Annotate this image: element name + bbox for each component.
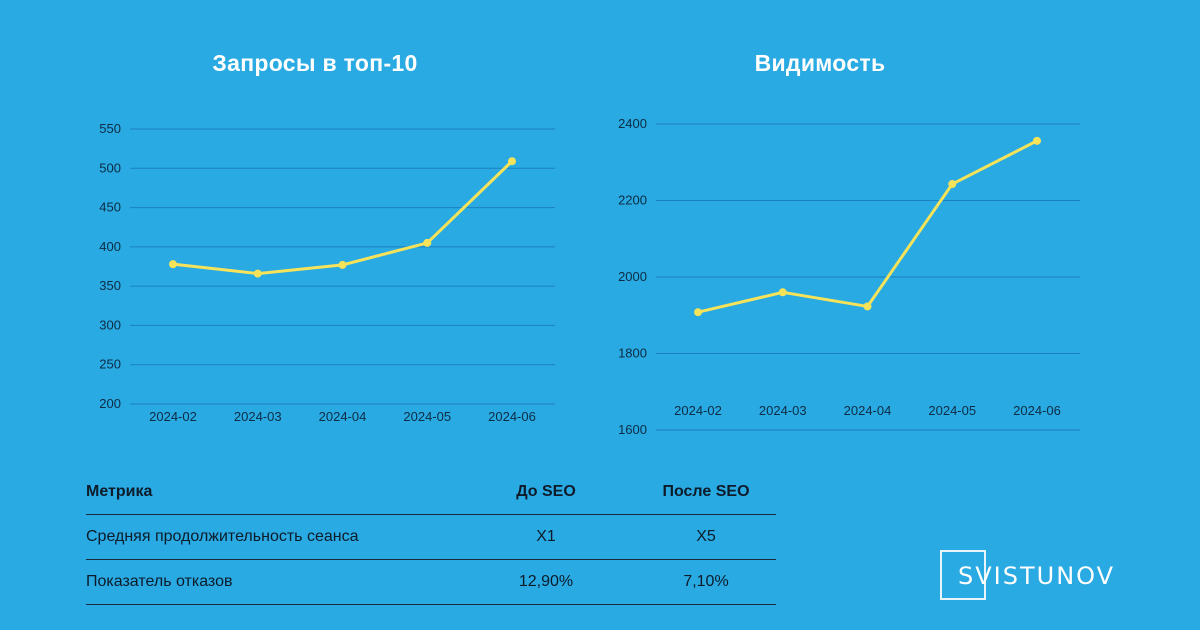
y-tick-label: 200 (99, 396, 121, 411)
y-tick-label: 500 (99, 160, 121, 175)
y-tick-label: 450 (99, 200, 121, 215)
metric-name: Средняя продолжительность сеанса (86, 514, 456, 560)
y-tick-label: 550 (99, 121, 121, 136)
data-point (1033, 136, 1041, 145)
y-tick-label: 250 (99, 357, 121, 372)
data-point (508, 157, 516, 166)
y-tick-label: 2000 (618, 269, 647, 284)
table-header-row: Метрика До SEO После SEO (86, 470, 776, 515)
chart-title-queries: Запросы в топ-10 (212, 50, 418, 76)
x-tick-label: 2024-06 (1013, 403, 1061, 418)
table-row: Показатель отказов 12,90% 7,10% (86, 559, 776, 605)
y-tick-label: 400 (99, 239, 121, 254)
x-tick-label: 2024-03 (234, 409, 282, 424)
metric-after-value: 7,10% (636, 559, 776, 605)
logo-frame-corner-icon (940, 550, 986, 600)
x-tick-label: 2024-04 (844, 403, 892, 418)
y-tick-label: 2400 (618, 116, 647, 131)
x-tick-label: 2024-06 (488, 409, 536, 424)
x-tick-label: 2024-03 (759, 403, 807, 418)
table-row: Средняя продолжительность сеанса X1 X5 (86, 514, 776, 560)
svistunov-logo: SVISTUNOV (940, 550, 1113, 600)
logo-frame-icon (940, 550, 986, 600)
y-tick-label: 300 (99, 317, 121, 332)
y-tick-label: 350 (99, 278, 121, 293)
y-tick-label: 1600 (618, 422, 647, 437)
data-point (948, 180, 957, 189)
data-point (423, 238, 432, 247)
header-before-seo: До SEO (456, 470, 636, 515)
chart-title-visibility: Видимость (754, 50, 886, 76)
logo-text: SVISTUNOV (958, 562, 1116, 590)
metric-name: Показатель отказов (86, 559, 456, 605)
x-tick-label: 2024-05 (403, 409, 451, 424)
data-point (863, 302, 872, 311)
x-tick-label: 2024-04 (319, 409, 367, 424)
data-point (338, 260, 347, 269)
x-tick-label: 2024-02 (674, 403, 722, 418)
metric-before-value: X1 (456, 514, 636, 560)
series-line (696, 139, 1039, 314)
metric-after-value: X5 (636, 514, 776, 560)
header-metric: Метрика (86, 470, 456, 515)
metric-before-value: 12,90% (456, 559, 636, 605)
x-tick-label: 2024-02 (149, 409, 197, 424)
data-point (169, 260, 177, 269)
data-point (253, 269, 262, 278)
header-after-seo: После SEO (636, 470, 776, 515)
y-tick-label: 2200 (618, 193, 647, 208)
y-tick-label: 1800 (618, 346, 647, 361)
data-point (778, 288, 787, 297)
data-point (694, 308, 702, 317)
metrics-table: Метрика До SEO После SEO Средняя продолж… (86, 470, 776, 605)
x-tick-label: 2024-05 (928, 403, 976, 418)
